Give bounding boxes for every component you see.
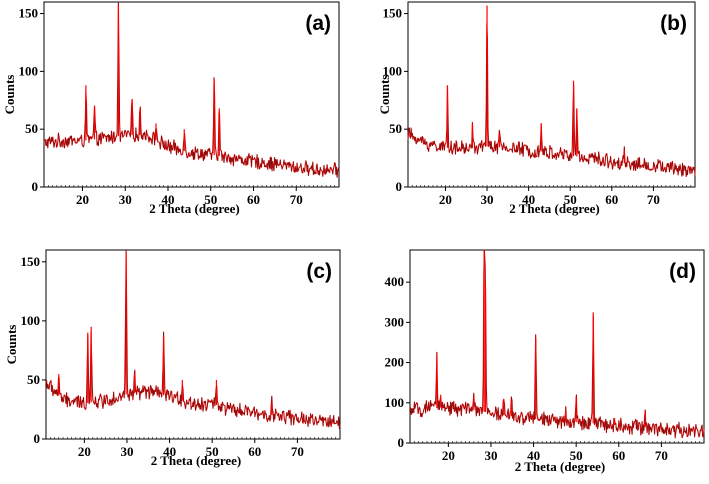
y-tick-label: 100	[385, 395, 405, 410]
plot-frame	[407, 1, 696, 188]
panel-b: 20 30 40 50 60 70 0 50 100 150 2 Theta (degree) Cou…	[377, 1, 696, 216]
diffraction-trace-fit	[45, 249, 341, 430]
y-tick-label: 50	[25, 121, 38, 136]
plot-frame	[43, 1, 340, 188]
x-tick-label: 60	[612, 448, 625, 463]
x-axis-label: 2 Theta (degree)	[151, 453, 242, 468]
x-tick-label: 50	[204, 192, 217, 207]
panel-c: 20 30 40 50 60 70 0 50 100 150 2 Theta (degree) Cou…	[4, 249, 341, 468]
x-tick-label: 30	[119, 192, 132, 207]
diffraction-trace-fit	[409, 249, 705, 439]
x-tick-label: 40	[163, 444, 176, 459]
x-tick-label: 30	[120, 444, 133, 459]
x-tick-label: 70	[647, 192, 660, 207]
y-tick-label: 400	[385, 274, 405, 289]
diffraction-trace-raw	[43, 1, 340, 178]
plot-frame	[409, 249, 705, 444]
panel-label: (b)	[660, 12, 687, 35]
x-tick-label: 20	[439, 192, 452, 207]
y-tick-label: 50	[389, 121, 402, 136]
y-tick-label: 150	[21, 254, 41, 269]
y-tick-label: 100	[21, 313, 41, 328]
y-tick-label: 200	[385, 355, 405, 370]
x-tick-label: 40	[527, 448, 540, 463]
panel-label: (a)	[305, 12, 331, 35]
x-tick-label: 20	[78, 444, 91, 459]
y-tick-label: 0	[396, 179, 403, 194]
y-tick-label: 100	[19, 63, 39, 78]
x-axis-label: 2 Theta (degree)	[509, 201, 600, 216]
y-tick-label: 300	[385, 314, 405, 329]
x-tick-label: 60	[605, 192, 618, 207]
y-tick-label: 0	[398, 435, 405, 450]
x-tick-label: 20	[76, 192, 89, 207]
x-tick-label: 40	[161, 192, 174, 207]
y-tick-label: 0	[34, 431, 41, 446]
panel-label: (d)	[669, 260, 696, 283]
x-tick-label: 60	[248, 444, 261, 459]
y-tick-label: 150	[19, 6, 39, 21]
x-tick-label: 30	[484, 448, 497, 463]
x-tick-label: 50	[564, 192, 577, 207]
plot-frame	[45, 249, 341, 440]
diffraction-trace-raw	[45, 250, 341, 429]
y-tick-label: 100	[383, 63, 403, 78]
x-tick-label: 30	[481, 192, 494, 207]
x-axis-label: 2 Theta (degree)	[149, 201, 240, 216]
x-tick-label: 50	[570, 448, 583, 463]
x-tick-label: 50	[206, 444, 219, 459]
y-tick-label: 150	[383, 6, 403, 21]
x-tick-label: 60	[247, 192, 260, 207]
x-tick-label: 70	[655, 448, 668, 463]
y-tick-label: 50	[27, 372, 40, 387]
x-tick-label: 70	[290, 192, 303, 207]
y-axis-label: Counts	[4, 325, 19, 365]
x-tick-label: 20	[442, 448, 455, 463]
x-tick-label: 70	[291, 444, 304, 459]
y-tick-label: 0	[32, 179, 39, 194]
panel-d: 20 30 40 50 60 70 0 100 200 300 400 2 Theta (degree…	[385, 249, 705, 474]
diffraction-trace-fit	[407, 23, 696, 178]
x-axis-label: 2 Theta (degree)	[515, 459, 606, 474]
panel-label: (c)	[306, 260, 332, 283]
y-axis-label: Counts	[377, 75, 392, 115]
diffraction-trace-raw	[409, 249, 705, 438]
x-tick-label: 40	[522, 192, 535, 207]
y-axis-label: Counts	[2, 75, 17, 115]
diffraction-trace-raw	[407, 23, 696, 177]
panel-a: 20 30 40 50 60 70 0 50 100 150 2 Theta (degree) Cou…	[2, 1, 340, 216]
